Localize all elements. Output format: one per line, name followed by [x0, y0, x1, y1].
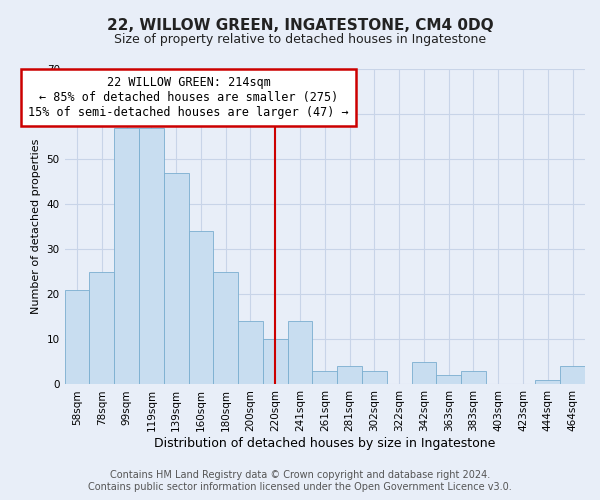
- Bar: [337, 366, 362, 384]
- Bar: [362, 371, 387, 384]
- Bar: [313, 371, 337, 384]
- Bar: [461, 371, 486, 384]
- Text: 22, WILLOW GREEN, INGATESTONE, CM4 0DQ: 22, WILLOW GREEN, INGATESTONE, CM4 0DQ: [107, 18, 493, 32]
- Bar: [436, 376, 461, 384]
- Bar: [89, 272, 114, 384]
- Bar: [65, 290, 89, 384]
- Bar: [412, 362, 436, 384]
- Text: Contains HM Land Registry data © Crown copyright and database right 2024.: Contains HM Land Registry data © Crown c…: [110, 470, 490, 480]
- Bar: [213, 272, 238, 384]
- Text: 22 WILLOW GREEN: 214sqm
← 85% of detached houses are smaller (275)
15% of semi-d: 22 WILLOW GREEN: 214sqm ← 85% of detache…: [28, 76, 349, 119]
- Bar: [164, 172, 188, 384]
- Bar: [287, 322, 313, 384]
- Y-axis label: Number of detached properties: Number of detached properties: [31, 139, 41, 314]
- Bar: [263, 340, 287, 384]
- Bar: [114, 128, 139, 384]
- Bar: [238, 322, 263, 384]
- Bar: [535, 380, 560, 384]
- Bar: [560, 366, 585, 384]
- Bar: [139, 128, 164, 384]
- X-axis label: Distribution of detached houses by size in Ingatestone: Distribution of detached houses by size …: [154, 437, 496, 450]
- Text: Contains public sector information licensed under the Open Government Licence v3: Contains public sector information licen…: [88, 482, 512, 492]
- Text: Size of property relative to detached houses in Ingatestone: Size of property relative to detached ho…: [114, 32, 486, 46]
- Bar: [188, 231, 213, 384]
